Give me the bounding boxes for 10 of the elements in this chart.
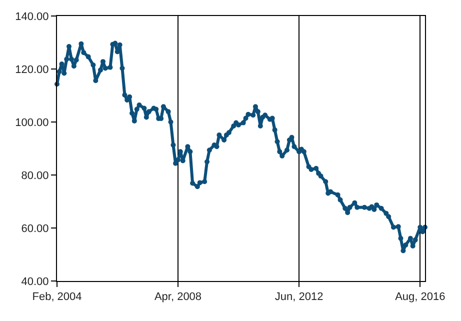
y-tick-label: 60.00 (21, 222, 49, 235)
y-tick-label: 40.00 (21, 276, 49, 288)
x-tick-label: Apr, 2008 (154, 291, 202, 304)
x-tick-label: Aug, 2016 (395, 291, 446, 304)
x-tick-label: Feb, 2004 (32, 291, 82, 304)
y-tick-label: 80.00 (21, 170, 49, 182)
y-tick-label: 120.00 (15, 64, 49, 76)
y-tick-label: 140.00 (15, 10, 49, 23)
x-tick-label: Jun, 2012 (274, 291, 324, 304)
y-tick-label: 100.00 (15, 116, 49, 129)
